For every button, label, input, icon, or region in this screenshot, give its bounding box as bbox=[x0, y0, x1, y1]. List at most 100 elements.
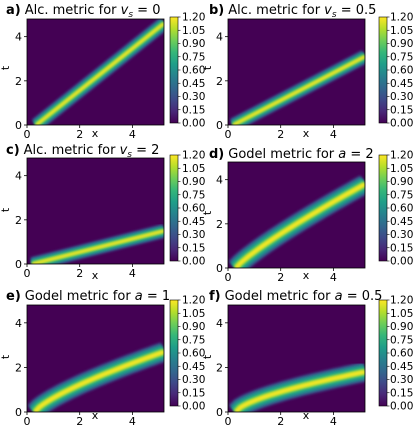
colorbar-tick-label: 1.20 bbox=[390, 150, 413, 162]
x-tick-label: 2 bbox=[277, 415, 284, 426]
x-tick-label: 4 bbox=[330, 415, 337, 426]
colorbar: 0.00 0.150.300.450.60 0.750.901.051.20 bbox=[378, 295, 413, 413]
colorbar-tick-label: 0.75 bbox=[182, 334, 205, 346]
colorbar-tick-label: 0.60 bbox=[182, 203, 205, 215]
x-axis-label: x bbox=[303, 269, 310, 282]
y-tick-label: 4 bbox=[216, 31, 223, 44]
panel-title: f) Godel metric for a = 0.5 bbox=[209, 289, 382, 304]
y-tick-label: 2 bbox=[216, 361, 223, 374]
y-tick-label: 0 bbox=[216, 262, 223, 275]
panel-label: b) bbox=[209, 3, 224, 18]
panel-title: e) Godel metric for a = 1 bbox=[6, 289, 170, 304]
x-tick-label: 2 bbox=[76, 415, 83, 426]
y-tick-label: 4 bbox=[216, 174, 223, 187]
panel-label: c) bbox=[6, 143, 20, 158]
colorbar: 0.00 0.150.300.450.60 0.750.901.051.20 bbox=[378, 150, 413, 268]
x-tick-label: 0 bbox=[24, 128, 31, 141]
x-tick-label: 4 bbox=[129, 128, 136, 141]
axes-frame bbox=[26, 157, 165, 265]
colorbar-tick-label: 0.15 bbox=[182, 387, 205, 399]
x-axis-label: x bbox=[92, 127, 99, 140]
colorbar-tick-label: 0.75 bbox=[182, 51, 205, 63]
y-tick-label: 2 bbox=[15, 361, 22, 374]
y-tick-label: 2 bbox=[216, 218, 223, 231]
colorbar-tick-label: 1.05 bbox=[182, 163, 205, 175]
colorbar: 0.00 0.150.300.450.60 0.750.901.051.20 bbox=[169, 295, 205, 413]
x-tick-label: 4 bbox=[129, 267, 136, 280]
colorbar-tick-label: 1.20 bbox=[390, 12, 413, 24]
x-axis-label: x bbox=[303, 127, 310, 140]
x-tick-label: 4 bbox=[330, 128, 337, 141]
colorbar-tick-label: 0.15 bbox=[182, 242, 205, 254]
colorbar-tick-label: 0.30 bbox=[390, 374, 413, 386]
y-axis-label: t bbox=[0, 65, 12, 70]
panel-title: d) Godel metric for a = 2 bbox=[209, 147, 374, 162]
colorbar-gradient bbox=[170, 17, 178, 123]
y-tick-label: 2 bbox=[15, 75, 22, 88]
x-tick-label: 0 bbox=[24, 267, 31, 280]
panel-title: b) Alc. metric for vs = 0.5 bbox=[209, 3, 376, 20]
colorbar-tick-label: 0.90 bbox=[182, 321, 205, 333]
colorbar-tick-label: 0.15 bbox=[390, 104, 413, 116]
colorbar-tick-label: 0.45 bbox=[390, 361, 413, 373]
colorbar-tick-label: 1.05 bbox=[182, 308, 205, 320]
panel-title: a) Alc. metric for vs = 0 bbox=[6, 3, 160, 20]
colorbar-tick-label: 0.15 bbox=[182, 104, 205, 116]
colorbar-tick-label: 0.45 bbox=[182, 78, 205, 90]
colorbar: 0.00 0.150.300.450.60 0.750.901.051.20 bbox=[169, 12, 205, 130]
colorbar-tick-label: 0.45 bbox=[390, 216, 413, 228]
colorbar-tick-label: 0.15 bbox=[390, 387, 413, 399]
x-tick-label: 0 bbox=[225, 271, 232, 284]
y-tick-label: 0 bbox=[15, 119, 22, 132]
colorbar-tick-label: 0.30 bbox=[182, 229, 205, 241]
panel-d: 0 2 4 0 2 4 x t d) Godel metric for a = 2 0.00 0.15… bbox=[201, 147, 413, 284]
band-layer bbox=[234, 182, 365, 268]
x-tick-label: 2 bbox=[76, 267, 83, 280]
y-axis-label: t bbox=[201, 65, 214, 70]
y-tick-label: 4 bbox=[15, 317, 22, 330]
colorbar-tick-label: 0.60 bbox=[390, 348, 413, 360]
panel-e: 0 2 4 0 2 4 x t e) Godel metric for a = 1 0.00 0.15… bbox=[0, 289, 205, 426]
colorbar-tick-label: 0.00 bbox=[390, 256, 413, 268]
y-tick-label: 4 bbox=[15, 31, 22, 44]
colorbar-tick-label: 1.05 bbox=[390, 308, 413, 320]
colorbar-tick-label: 1.05 bbox=[390, 163, 413, 175]
x-tick-label: 2 bbox=[277, 271, 284, 284]
colorbar: 0.00 0.150.300.450.60 0.750.901.051.20 bbox=[378, 12, 413, 130]
colorbar-tick-label: 0.75 bbox=[390, 334, 413, 346]
axes-frame bbox=[227, 304, 366, 413]
y-tick-label: 0 bbox=[15, 258, 22, 271]
colorbar-tick-label: 0.90 bbox=[390, 176, 413, 188]
x-axis-label: x bbox=[92, 409, 99, 422]
y-axis-label: t bbox=[201, 354, 214, 359]
y-tick-label: 4 bbox=[216, 317, 223, 330]
band-layer bbox=[232, 55, 365, 125]
band-layer bbox=[234, 370, 365, 412]
colorbar-tick-label: 0.30 bbox=[182, 91, 205, 103]
colorbar-tick-label: 0.90 bbox=[182, 176, 205, 188]
y-tick-label: 0 bbox=[15, 406, 22, 419]
band-layer bbox=[32, 229, 164, 264]
colorbar-tick-label: 0.00 bbox=[390, 118, 413, 130]
colorbar-tick-label: 1.20 bbox=[182, 12, 205, 24]
colorbar-tick-label: 1.20 bbox=[182, 295, 205, 307]
colorbar-tick-label: 1.20 bbox=[182, 150, 205, 162]
colorbar-tick-label: 0.75 bbox=[390, 189, 413, 201]
colorbar-tick-label: 0.75 bbox=[182, 189, 205, 201]
y-tick-label: 4 bbox=[15, 170, 22, 183]
colorbar-tick-label: 0.30 bbox=[182, 374, 205, 386]
x-axis-label: x bbox=[92, 269, 99, 282]
panel-label: e) bbox=[6, 289, 21, 304]
panel-title: c) Alc. metric for vs = 2 bbox=[6, 143, 159, 160]
panel-a: 0 2 4 0 2 4 x t a) Alc. metric for vs = 0 0.00 0.15… bbox=[0, 3, 205, 141]
colorbar-tick-label: 0.45 bbox=[182, 216, 205, 228]
colorbar-tick-label: 0.45 bbox=[390, 78, 413, 90]
colorbar-tick-label: 0.30 bbox=[390, 229, 413, 241]
colorbar-gradient bbox=[170, 155, 178, 261]
colorbar-gradient bbox=[379, 155, 387, 261]
colorbar-tick-label: 0.15 bbox=[390, 242, 413, 254]
colorbar-tick-label: 0.75 bbox=[390, 51, 413, 63]
panel-c: 0 2 4 0 2 4 x t c) Alc. metric for vs = 2 0.00 0.15… bbox=[0, 143, 205, 282]
